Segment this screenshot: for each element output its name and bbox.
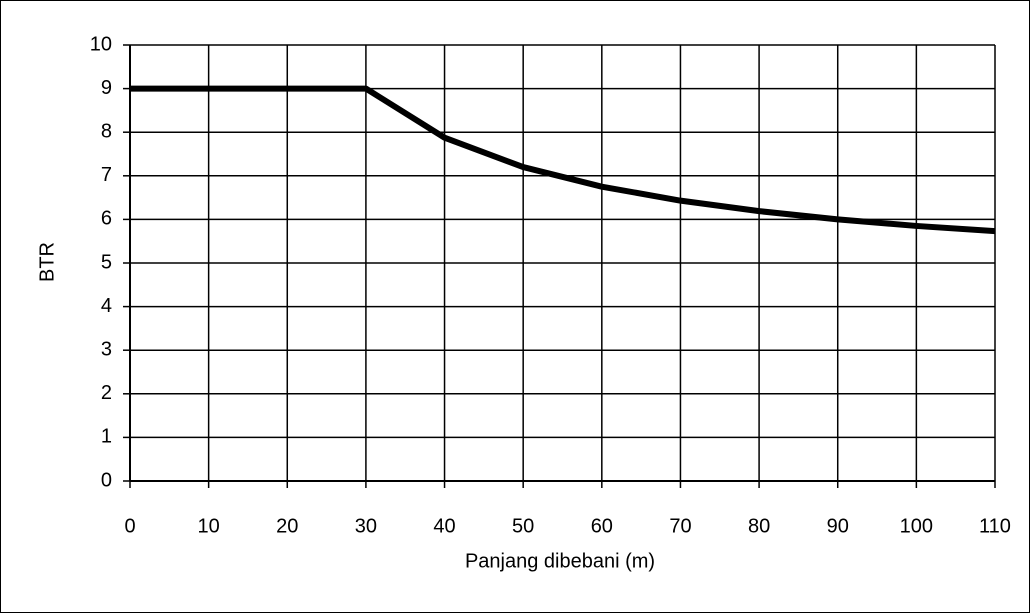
y-tick-label: 9 xyxy=(101,77,112,99)
line-series xyxy=(130,85,996,235)
x-tick-label: 0 xyxy=(124,515,135,537)
y-tick-label: 5 xyxy=(101,251,112,273)
y-axis-label: BTR xyxy=(36,242,58,282)
y-tick-label: 3 xyxy=(101,338,112,360)
x-tick-label: 20 xyxy=(276,515,298,537)
x-tick-label: 50 xyxy=(512,515,534,537)
x-tick-label: 90 xyxy=(827,515,849,537)
x-tick-label: 30 xyxy=(355,515,377,537)
x-tick-label: 60 xyxy=(591,515,613,537)
x-axis-label: Panjang dibebani (m) xyxy=(465,550,655,572)
y-tick-label: 8 xyxy=(101,120,112,142)
x-tick-label: 40 xyxy=(433,515,455,537)
x-tick-label: 80 xyxy=(748,515,770,537)
x-tick-label: 70 xyxy=(669,515,691,537)
y-tick-label: 7 xyxy=(101,164,112,186)
y-tick-label: 1 xyxy=(101,426,112,448)
x-tick-label: 110 xyxy=(979,515,1011,537)
x-tick-label: 10 xyxy=(198,515,220,537)
x-tick-label: 100 xyxy=(900,515,933,537)
y-tick-label: 4 xyxy=(101,295,112,317)
y-tick-label: 10 xyxy=(90,33,112,55)
y-tick-label: 2 xyxy=(101,382,112,404)
y-tick-label: 6 xyxy=(101,208,112,230)
y-tick-label: 0 xyxy=(101,469,112,491)
